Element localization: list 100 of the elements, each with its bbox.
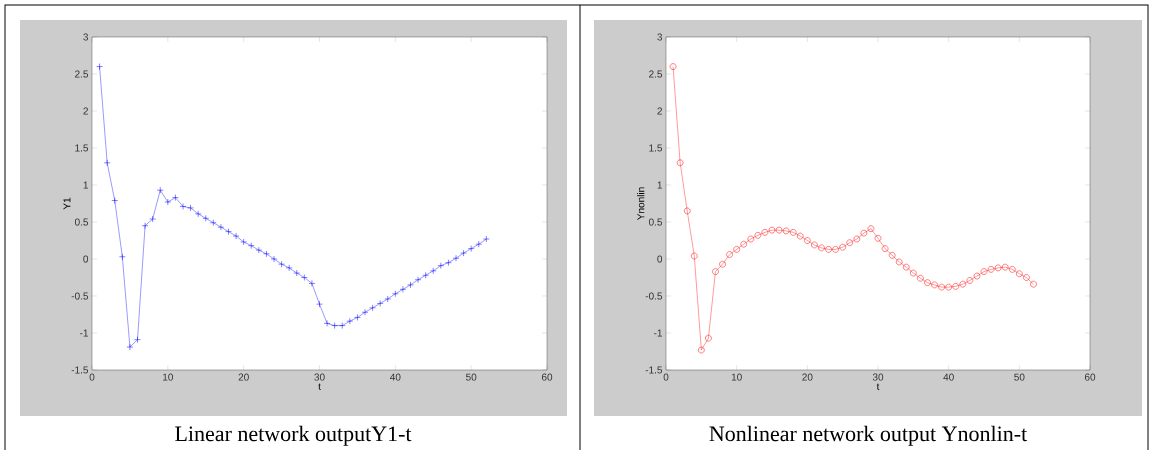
y-tick-label: -1 xyxy=(80,329,88,337)
point xyxy=(202,215,210,222)
point xyxy=(761,229,769,236)
point xyxy=(210,219,217,226)
point xyxy=(1023,274,1030,281)
point xyxy=(308,280,316,287)
point xyxy=(839,243,846,251)
point xyxy=(952,283,959,290)
point xyxy=(96,63,103,70)
x-tick-label: 20 xyxy=(802,373,813,381)
point xyxy=(676,159,684,167)
point xyxy=(903,263,910,271)
point xyxy=(768,226,776,234)
point xyxy=(973,272,981,280)
point xyxy=(832,246,839,253)
point xyxy=(917,274,924,282)
text: Linear network outputY1-t xyxy=(175,425,412,446)
y-tick-label: -0.5 xyxy=(71,292,89,300)
point xyxy=(369,304,376,312)
point xyxy=(938,283,945,291)
y-axis-title: Ynonlin xyxy=(637,187,645,220)
point xyxy=(255,246,263,254)
point xyxy=(789,229,797,236)
point xyxy=(987,266,995,273)
y-tick-label: -1.5 xyxy=(71,366,89,374)
point xyxy=(149,215,156,223)
point xyxy=(931,281,938,289)
y-axis-title: Y1 xyxy=(63,197,71,210)
point xyxy=(285,264,293,272)
point xyxy=(867,225,875,232)
point xyxy=(483,235,490,243)
point xyxy=(445,259,452,266)
y-tick-label: 2.5 xyxy=(75,70,89,78)
point xyxy=(157,186,164,194)
point xyxy=(339,322,346,329)
point xyxy=(316,300,323,308)
point xyxy=(846,239,853,246)
point xyxy=(1030,280,1037,288)
point xyxy=(376,300,384,307)
x-tick-label: 20 xyxy=(238,373,249,381)
y-tick-label: 0 xyxy=(83,255,89,263)
point xyxy=(119,253,126,261)
point xyxy=(141,222,149,229)
x-tick-label: 10 xyxy=(731,373,742,381)
point xyxy=(818,244,825,252)
x-tick-label: 40 xyxy=(390,373,401,381)
point xyxy=(407,281,414,289)
point xyxy=(994,264,1002,272)
point xyxy=(460,249,467,257)
point xyxy=(346,317,354,325)
y-tick-label: 3 xyxy=(83,33,89,41)
point xyxy=(248,242,255,249)
point xyxy=(392,290,399,298)
point xyxy=(888,252,896,259)
point xyxy=(475,240,483,248)
point xyxy=(278,260,285,268)
point xyxy=(111,197,119,204)
point xyxy=(414,276,422,283)
y-tick-label: 2.5 xyxy=(649,70,663,78)
point xyxy=(740,240,747,248)
y-tick-label: 3 xyxy=(657,33,663,41)
point xyxy=(103,159,111,167)
point xyxy=(194,210,202,218)
point xyxy=(452,255,460,262)
point xyxy=(263,250,270,258)
point xyxy=(126,343,134,351)
point xyxy=(874,235,882,242)
point xyxy=(804,237,811,244)
point xyxy=(775,226,783,234)
point xyxy=(270,255,278,263)
point xyxy=(399,286,407,293)
point xyxy=(422,272,429,279)
y-tick-label: -1 xyxy=(654,329,662,337)
x-axis-title: t xyxy=(318,383,321,391)
y-tick-label: 0 xyxy=(657,255,663,263)
point xyxy=(301,274,308,281)
x-tick-label: 60 xyxy=(541,373,553,381)
point xyxy=(361,309,369,316)
point xyxy=(240,238,247,246)
x-tick-label: 0 xyxy=(663,373,669,381)
point xyxy=(187,204,194,212)
point xyxy=(881,245,889,252)
point xyxy=(860,229,868,237)
point xyxy=(331,322,338,329)
point xyxy=(1016,270,1023,278)
x-tick-label: 10 xyxy=(163,373,174,381)
point xyxy=(1009,266,1016,273)
point xyxy=(719,260,726,268)
point xyxy=(698,346,705,354)
x-tick-label: 50 xyxy=(466,373,477,381)
x-tick-label: 30 xyxy=(872,373,884,381)
point xyxy=(895,258,903,266)
x-tick-label: 30 xyxy=(314,373,325,381)
point xyxy=(217,223,225,231)
point xyxy=(966,277,974,284)
y-tick-label: 0.5 xyxy=(74,218,89,226)
point xyxy=(172,194,179,201)
point xyxy=(980,268,988,275)
x-axis-title: t xyxy=(876,383,880,391)
point xyxy=(437,262,445,269)
